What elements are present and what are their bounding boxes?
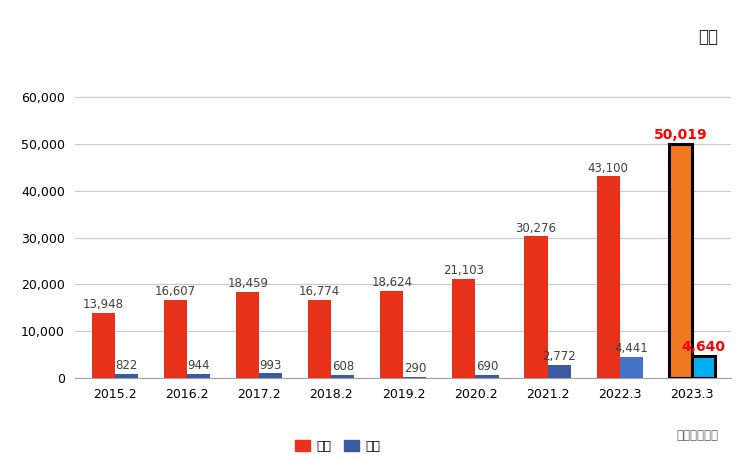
Bar	[164, 300, 187, 378]
Text: 290: 290	[403, 362, 426, 375]
Bar	[476, 375, 498, 378]
Text: 822: 822	[115, 359, 138, 372]
Bar	[669, 144, 691, 378]
Bar	[525, 236, 547, 378]
Text: 993: 993	[259, 359, 282, 372]
Text: 43,100: 43,100	[587, 161, 629, 175]
Bar	[691, 356, 715, 378]
Bar	[115, 374, 138, 378]
Text: 4,640: 4,640	[682, 340, 725, 355]
Bar	[403, 377, 427, 378]
Legend: 売上, 経常: 売上, 経常	[290, 435, 385, 458]
Text: 50,019: 50,019	[654, 128, 707, 142]
Bar	[547, 365, 571, 378]
Bar	[596, 177, 620, 378]
Text: 予想: 予想	[698, 28, 719, 46]
Text: 4,441: 4,441	[615, 343, 648, 355]
Text: 单位：百万円: 单位：百万円	[676, 429, 719, 442]
Text: 608: 608	[332, 361, 354, 373]
Bar	[452, 279, 476, 378]
Bar	[92, 313, 115, 378]
Text: 16,607: 16,607	[155, 285, 196, 298]
Text: 16,774: 16,774	[299, 285, 340, 298]
Bar	[380, 291, 403, 378]
Text: 13,948: 13,948	[83, 298, 124, 311]
Text: 18,624: 18,624	[371, 276, 412, 289]
Text: 690: 690	[476, 360, 498, 373]
Bar	[308, 300, 331, 378]
Text: 944: 944	[188, 359, 210, 372]
Bar	[236, 292, 259, 378]
Bar	[187, 373, 210, 378]
Bar	[620, 357, 642, 378]
Text: 18,459: 18,459	[227, 277, 268, 290]
Text: 30,276: 30,276	[516, 222, 556, 235]
Text: 2,772: 2,772	[542, 350, 576, 363]
Text: 21,103: 21,103	[443, 265, 484, 278]
Bar	[259, 373, 282, 378]
Bar	[331, 375, 354, 378]
